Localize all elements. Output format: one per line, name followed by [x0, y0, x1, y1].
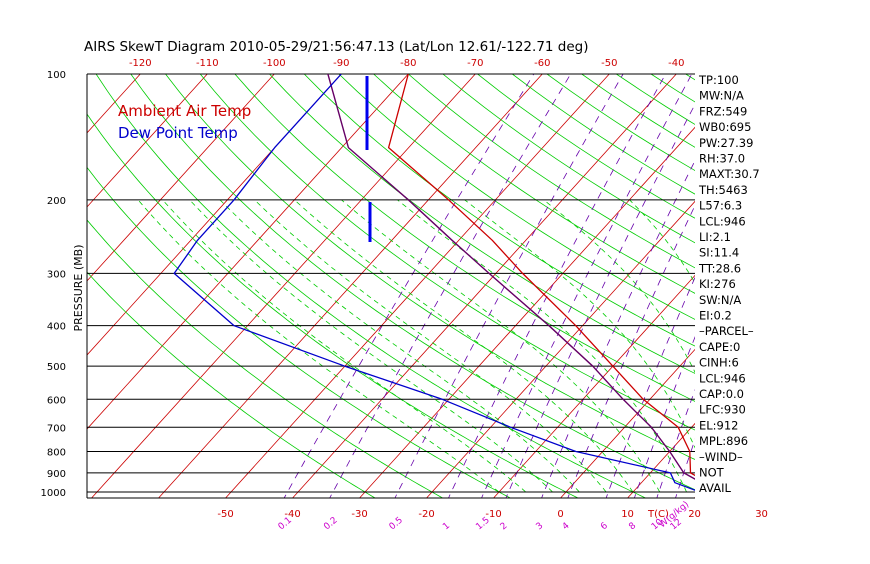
pressure-tick-label: 900	[47, 469, 66, 480]
top-temp-tick-label: -120	[129, 58, 152, 69]
stat-item: FRZ:549	[699, 104, 747, 118]
pressure-tick-label: 500	[47, 362, 66, 373]
mixing-ratio-line	[394, 74, 624, 501]
pressure-tick-label: 700	[47, 423, 66, 434]
moist-adiabat-line	[138, 200, 499, 492]
isotherm-line	[0, 74, 6, 498]
mixing-ratio-tick-label: 3	[535, 521, 546, 532]
dry-adiabat-line	[755, 74, 870, 501]
dry-adiabat-line	[27, 74, 516, 501]
pressure-tick-label: 400	[47, 322, 66, 333]
top-temp-tick-label: -70	[467, 58, 483, 69]
top-temp-tick-label: -110	[196, 58, 219, 69]
mixing-ratio-line	[807, 74, 870, 501]
mixing-ratio-tick-label: 4	[561, 521, 572, 533]
stat-item: LFC:930	[699, 403, 746, 417]
top-temp-tick-label: -100	[263, 58, 286, 69]
mixing-ratio-line	[605, 74, 789, 501]
mixing-ratio-line	[283, 74, 534, 501]
isotherm-line	[0, 74, 73, 498]
moist-adiabat-line	[397, 200, 686, 492]
stat-item: EI:0.2	[699, 309, 732, 323]
dry-adiabat-line	[200, 74, 855, 501]
stat-item: –PARCEL–	[699, 324, 754, 338]
dry-adiabat-line	[339, 74, 870, 501]
dry-adiabat-line	[374, 74, 870, 501]
top-temp-tick-label: -90	[333, 58, 349, 69]
isotherm-line	[829, 74, 870, 498]
bottom-temp-tick-label: -50	[217, 509, 233, 520]
mixing-ratio-tick-label: 0.2	[322, 515, 339, 532]
bottom-temp-tick-label: 10	[621, 509, 634, 520]
mixing-ratio-tick-label: 0.5	[388, 515, 405, 532]
stat-item: SW:N/A	[699, 293, 741, 307]
dry-adiabat-line	[512, 74, 870, 501]
mixing-ratio-tick-label: 1	[441, 521, 452, 532]
mixing-ratio-line	[774, 74, 870, 501]
mixing-ratio-tick-label: 2	[499, 521, 510, 532]
top-temp-tick-label: -80	[400, 58, 416, 69]
mixing-ratio-line	[447, 74, 665, 501]
stat-item: PW:27.39	[699, 136, 753, 150]
moist-adiabat-line	[776, 200, 821, 492]
pressure-tick-label: 600	[47, 395, 66, 406]
stat-item: L57:6.3	[699, 199, 742, 213]
bottom-temp-tick-label: -20	[418, 509, 434, 520]
pressure-tick-label: 200	[47, 196, 66, 207]
stat-item: LI:2.1	[699, 230, 731, 244]
dry-adiabat-line	[235, 74, 870, 501]
bottom-temp-tick-label: -10	[485, 509, 501, 520]
top-temp-tick-label: -60	[534, 58, 550, 69]
stat-item: AVAIL	[699, 481, 732, 495]
stat-item: LCL:946	[699, 214, 746, 228]
pressure-tick-label: 100	[47, 70, 66, 81]
stat-item: TH:5463	[698, 183, 748, 197]
stat-item: CAP:0.0	[699, 387, 744, 401]
dry-adiabat-line	[166, 74, 788, 501]
legend-ambient-air-temp: Ambient Air Temp	[118, 102, 251, 120]
mixing-ratio-tick-label: 8	[627, 521, 638, 533]
stat-item: RH:37.0	[699, 152, 745, 166]
mixing-ratio-tick-label: 6	[599, 521, 610, 533]
stat-item: –WIND–	[699, 450, 743, 464]
bottom-temp-tick-label: 30	[755, 509, 768, 520]
dry-adiabat-line	[270, 74, 870, 501]
stat-item: CAPE:0	[699, 340, 740, 354]
pressure-tick-label: 1000	[41, 488, 66, 499]
stat-item: WB0:695	[699, 120, 751, 134]
stat-item: MAXT:30.7	[699, 167, 760, 181]
stat-item: LCL:946	[699, 371, 746, 385]
moist-adiabat-line	[220, 200, 580, 492]
bottom-temp-tick-label: 20	[688, 509, 701, 520]
parcel-line	[328, 74, 727, 492]
bottom-temp-tick-label: 0	[557, 509, 563, 520]
stat-item: CINH:6	[699, 356, 739, 370]
stat-item: EL:912	[699, 418, 739, 432]
legend-dew-point-temp: Dew Point Temp	[118, 124, 238, 142]
chart-title: AIRS SkewT Diagram 2010-05-29/21:56:47.1…	[84, 39, 589, 55]
stat-item: MPL:896	[699, 434, 748, 448]
isotherm-line	[762, 74, 870, 498]
bottom-temp-tick-label: -30	[351, 509, 367, 520]
top-temp-tick-label: -50	[601, 58, 617, 69]
stat-item: TT:28.6	[698, 261, 741, 275]
stat-item: KI:276	[699, 277, 736, 291]
stat-item: NOT	[699, 466, 725, 480]
pressure-tick-label: 800	[47, 447, 66, 458]
stat-item: MW:N/A	[699, 89, 744, 103]
stat-item: SI:11.4	[699, 246, 739, 260]
moist-adiabat-line	[830, 200, 848, 492]
top-temp-tick-label: -40	[668, 58, 684, 69]
mixing-ratio-line	[754, 74, 870, 501]
pressure-tick-label: 300	[47, 269, 66, 280]
y-axis-label: PRESSURE (MB)	[72, 245, 85, 332]
stat-item: TP:100	[698, 73, 739, 87]
